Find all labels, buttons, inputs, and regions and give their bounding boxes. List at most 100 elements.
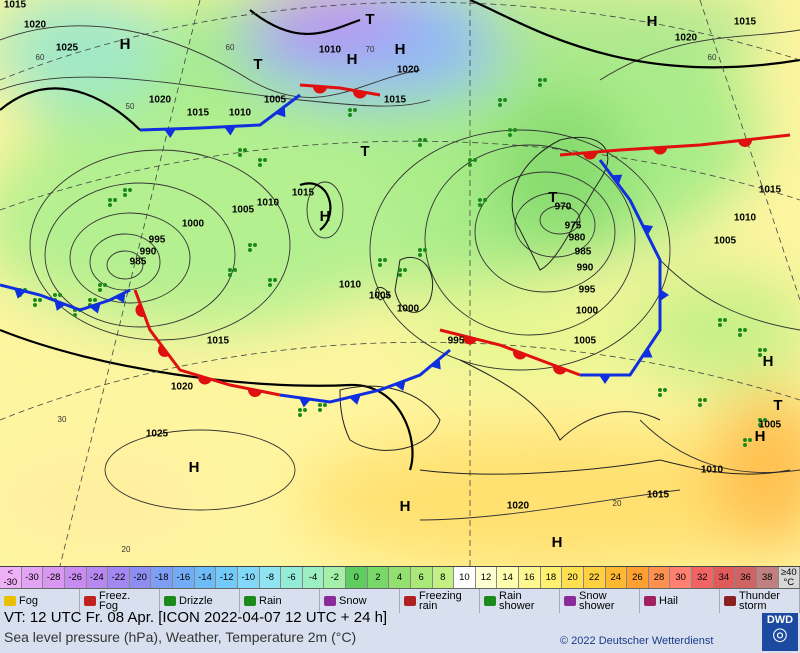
scale-cell: -28 — [43, 567, 65, 589]
rain-symbol — [38, 298, 42, 302]
scale-cell: 4 — [389, 567, 411, 589]
rain-symbol — [123, 193, 127, 197]
isobar-label: 1010 — [257, 198, 280, 209]
rain-symbol — [238, 148, 242, 152]
isobar-label: 995 — [149, 235, 166, 246]
isobar-label: 1015 — [292, 188, 315, 199]
rain-symbol — [763, 348, 767, 352]
rain-symbol — [503, 98, 507, 102]
pressure-center: H — [647, 13, 658, 30]
front-symbol — [660, 289, 669, 301]
rain-symbol — [758, 348, 762, 352]
legend-item: Hail — [640, 589, 720, 613]
graticule-label: 60 — [708, 53, 717, 62]
copyright[interactable]: © 2022 Deutscher Wetterdienst — [560, 635, 714, 647]
legend-label: Freez. Fog — [99, 590, 131, 612]
scale-cell: 0 — [346, 567, 368, 589]
rain-symbol — [108, 203, 112, 207]
rain-symbol — [538, 78, 542, 82]
rain-symbol — [268, 283, 272, 287]
legend-item: Drizzle — [160, 589, 240, 613]
isobar-label: 1005 — [759, 420, 782, 431]
isobar-label: 1010 — [339, 280, 362, 291]
pressure-center: H — [395, 41, 406, 58]
front-symbol — [14, 288, 26, 299]
rain-symbol — [98, 283, 102, 287]
isobar-label: 1015 — [384, 95, 407, 106]
rain-symbol — [468, 158, 472, 162]
legend-item: Thunder storm — [720, 589, 800, 613]
scale-cell: 10 — [454, 567, 476, 589]
rain-symbol — [108, 198, 112, 202]
rain-symbol — [258, 158, 262, 162]
isobar-label: 1005 — [574, 336, 597, 347]
rain-symbol — [738, 328, 742, 332]
scale-label: °C — [783, 577, 795, 588]
isobar-label: 1020 — [507, 501, 530, 512]
isobar-label: 985 — [130, 257, 147, 268]
scale-cell: 8 — [432, 567, 455, 589]
scale-cell: 34 — [713, 567, 736, 589]
isobar-label: 985 — [575, 247, 592, 258]
rain-symbol — [483, 198, 487, 202]
scale-cell: 32 — [692, 567, 714, 589]
isobar-label: 1005 — [264, 95, 287, 106]
isobar-label: 1005 — [714, 236, 737, 247]
isobar-label: 990 — [140, 247, 157, 258]
scale-cell: -6 — [281, 567, 303, 589]
rain-symbol — [303, 408, 307, 412]
rain-symbol — [253, 243, 257, 247]
front-symbol — [642, 224, 654, 236]
rain-symbol — [743, 328, 747, 332]
isobar-label: 1010 — [229, 108, 252, 119]
rain-symbol — [273, 278, 277, 282]
legend-icon — [724, 596, 736, 606]
front-symbol — [114, 292, 126, 304]
front-symbol — [738, 139, 752, 147]
rain-symbol — [758, 418, 762, 422]
isobar-label: 1025 — [56, 43, 79, 54]
rain-symbol — [238, 153, 242, 157]
main-isobars — [0, 0, 800, 471]
rain-symbol — [418, 253, 422, 257]
rain-symbol — [318, 408, 322, 412]
rain-symbol — [348, 108, 352, 112]
rain-symbol — [103, 283, 107, 287]
scale-cell: -8 — [259, 567, 282, 589]
front-symbol — [164, 128, 176, 138]
isobar-label: 1000 — [576, 306, 599, 317]
isobar-label: 990 — [577, 263, 594, 274]
rain-symbol — [258, 163, 262, 167]
rain-symbol — [698, 403, 702, 407]
rain-symbol — [703, 398, 707, 402]
rain-symbol — [93, 298, 97, 302]
rain-symbol — [383, 258, 387, 262]
pressure-center: H — [755, 428, 766, 445]
isobar-label: 1015 — [734, 17, 757, 28]
rain-symbol — [723, 318, 727, 322]
rain-symbol — [398, 273, 402, 277]
legend-icon — [84, 596, 96, 606]
front-symbol — [583, 151, 597, 160]
fronts — [0, 83, 791, 408]
scale-cell: 36 — [735, 567, 757, 589]
rain-symbol — [478, 203, 482, 207]
front-symbol — [248, 388, 262, 397]
rain-symbol — [248, 248, 252, 252]
scale-cell: 6 — [410, 567, 433, 589]
legend-icon — [404, 596, 416, 606]
rain-symbol — [353, 108, 357, 112]
rain-symbol — [718, 323, 722, 327]
front-symbol — [430, 358, 441, 370]
scale-cell: 38 — [756, 567, 779, 589]
front-symbol — [611, 174, 623, 185]
front-symbol — [313, 85, 327, 94]
pressure-center: H — [347, 51, 358, 68]
front-symbol — [299, 397, 311, 408]
scale-cell: ≥40 °C — [778, 567, 800, 589]
scale-cell: -4 — [302, 567, 325, 589]
logo[interactable]: DWD ◎ — [762, 613, 798, 651]
front-symbol — [135, 303, 145, 317]
